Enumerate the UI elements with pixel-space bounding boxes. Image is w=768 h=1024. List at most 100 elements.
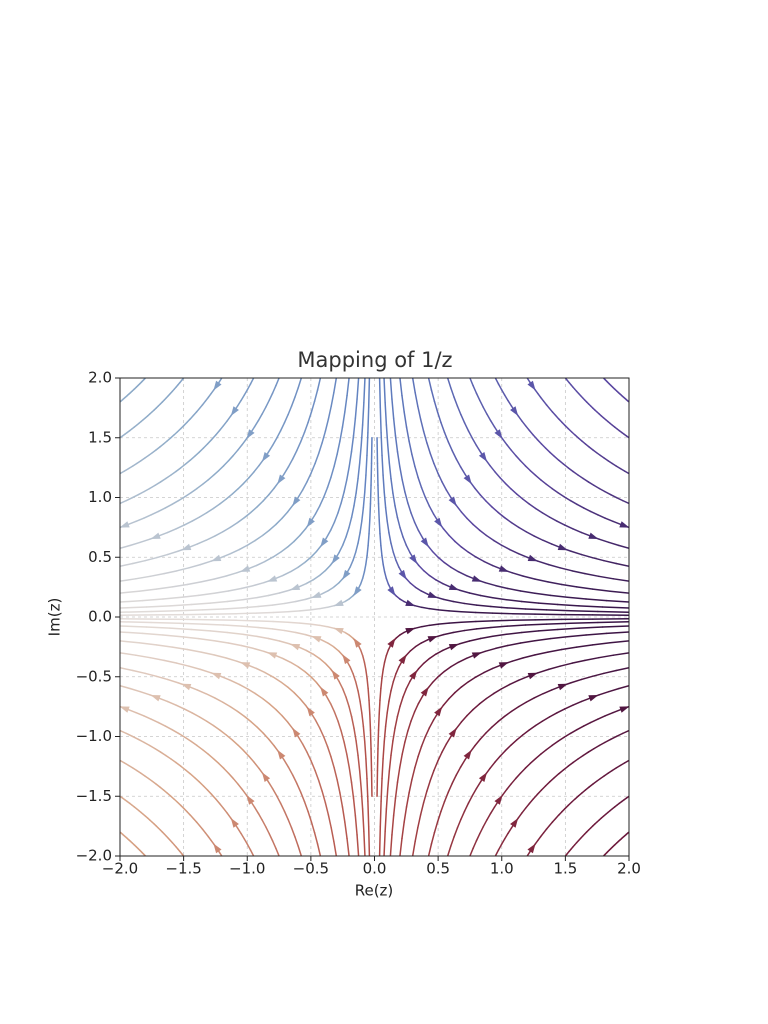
streamline-segment: [238, 683, 249, 690]
streamline-segment: [226, 598, 244, 603]
streamline-segment: [162, 634, 183, 638]
streamline-segment: [210, 434, 217, 441]
streamline-segment: [246, 843, 252, 851]
streamline-segment: [176, 662, 190, 667]
streamline-segment: [195, 821, 201, 827]
streamline-segment: [363, 740, 367, 760]
streamline-segment: [362, 491, 366, 509]
streamline-segment: [261, 697, 271, 705]
streamline-segment: [170, 758, 177, 764]
streamline-segment: [189, 414, 195, 420]
streamline-segment: [257, 626, 274, 630]
streamline-segment: [405, 426, 410, 442]
streamline-segment: [272, 620, 289, 623]
streamline-segment: [252, 647, 265, 653]
streamline-segment: [424, 727, 431, 738]
streamline-segment: [313, 389, 319, 403]
streamline-segment: [166, 528, 177, 534]
streamline-segment: [344, 821, 348, 840]
streamline-segment: [457, 657, 468, 664]
streamline-segment: [422, 790, 428, 804]
streamline-segment: [212, 469, 220, 477]
streamline-segment: [541, 716, 551, 722]
streamline-segment: [353, 492, 357, 507]
streamline-segment: [537, 668, 550, 674]
streamline-segment: [592, 588, 611, 592]
streamline-segment: [485, 534, 495, 542]
streamline-segment: [605, 599, 629, 603]
streamline: [389, 378, 629, 603]
streamline-segment: [217, 762, 225, 769]
streamline-segment: [309, 623, 321, 627]
x-tick-label: 0.0: [363, 860, 387, 878]
arrow: [494, 794, 503, 805]
streamline-segment: [134, 654, 151, 659]
streamline-segment: [420, 736, 427, 748]
streamline-segment: [120, 590, 140, 594]
arrow: [120, 706, 130, 713]
streamline-segment: [171, 646, 189, 651]
streamline-segment: [534, 720, 544, 727]
streamline-segment: [296, 440, 302, 452]
arrow: [471, 575, 482, 582]
streamline-segment: [580, 675, 594, 681]
streamline-segment: [455, 458, 462, 468]
arrow: [619, 706, 629, 713]
streamline-segment: [201, 400, 207, 406]
arrow: [331, 669, 340, 680]
streamline-segment: [609, 735, 618, 741]
streamline-segment: [522, 729, 530, 736]
streamline: [469, 378, 629, 529]
streamline-segment: [290, 827, 296, 838]
y-tick-label: −1.0: [76, 727, 112, 745]
streamline-segment: [466, 517, 474, 526]
streamline-segment: [350, 715, 355, 729]
streamline-segment: [198, 512, 208, 518]
streamline-segment: [441, 743, 448, 754]
streamline-segment: [284, 629, 297, 634]
streamline: [120, 378, 338, 582]
arrow: [420, 686, 429, 697]
streamline-segment: [180, 463, 187, 469]
streamline-segment: [363, 474, 367, 494]
streamline-segment: [314, 452, 320, 465]
streamline-segment: [383, 725, 387, 743]
streamline-segment: [540, 748, 548, 755]
streamline-segment: [333, 378, 338, 394]
streamline-segment: [458, 589, 471, 594]
streamline-segment: [460, 511, 468, 520]
streamline-segment: [316, 843, 322, 856]
streamline-segment: [171, 728, 180, 735]
streamline-segment: [318, 657, 326, 665]
streamline-segment: [595, 777, 602, 783]
streamline-segment: [581, 789, 587, 794]
streamline-segment: [411, 840, 416, 856]
streamline-segment: [622, 499, 629, 505]
streamline-segment: [419, 418, 425, 433]
streamline-segment: [544, 780, 551, 787]
streamline-segment: [332, 582, 340, 589]
arrow: [498, 565, 509, 572]
streamline-segment: [287, 766, 294, 776]
streamline-segment: [598, 654, 615, 659]
streamline-segment: [241, 596, 257, 601]
streamline-segment: [522, 575, 536, 580]
streamline-segment: [205, 693, 216, 699]
streamline-segment: [436, 810, 442, 823]
streamline-segment: [577, 792, 583, 797]
streamline-segment: [569, 728, 578, 735]
streamline-segment: [359, 520, 363, 534]
streamline-segment: [264, 399, 270, 409]
streamline-segment: [545, 744, 553, 751]
streamline-segment: [349, 666, 354, 675]
streamline-segment: [324, 801, 330, 816]
streamline-segment: [409, 645, 417, 652]
arrow: [409, 669, 418, 680]
streamline-segment: [567, 467, 574, 473]
streamline-segment: [255, 611, 274, 614]
streamline-segment: [453, 396, 459, 407]
streamline-segment: [143, 715, 152, 720]
streamline-segment: [384, 712, 388, 728]
streamline-segment: [333, 711, 339, 722]
streamline-segment: [236, 516, 246, 524]
